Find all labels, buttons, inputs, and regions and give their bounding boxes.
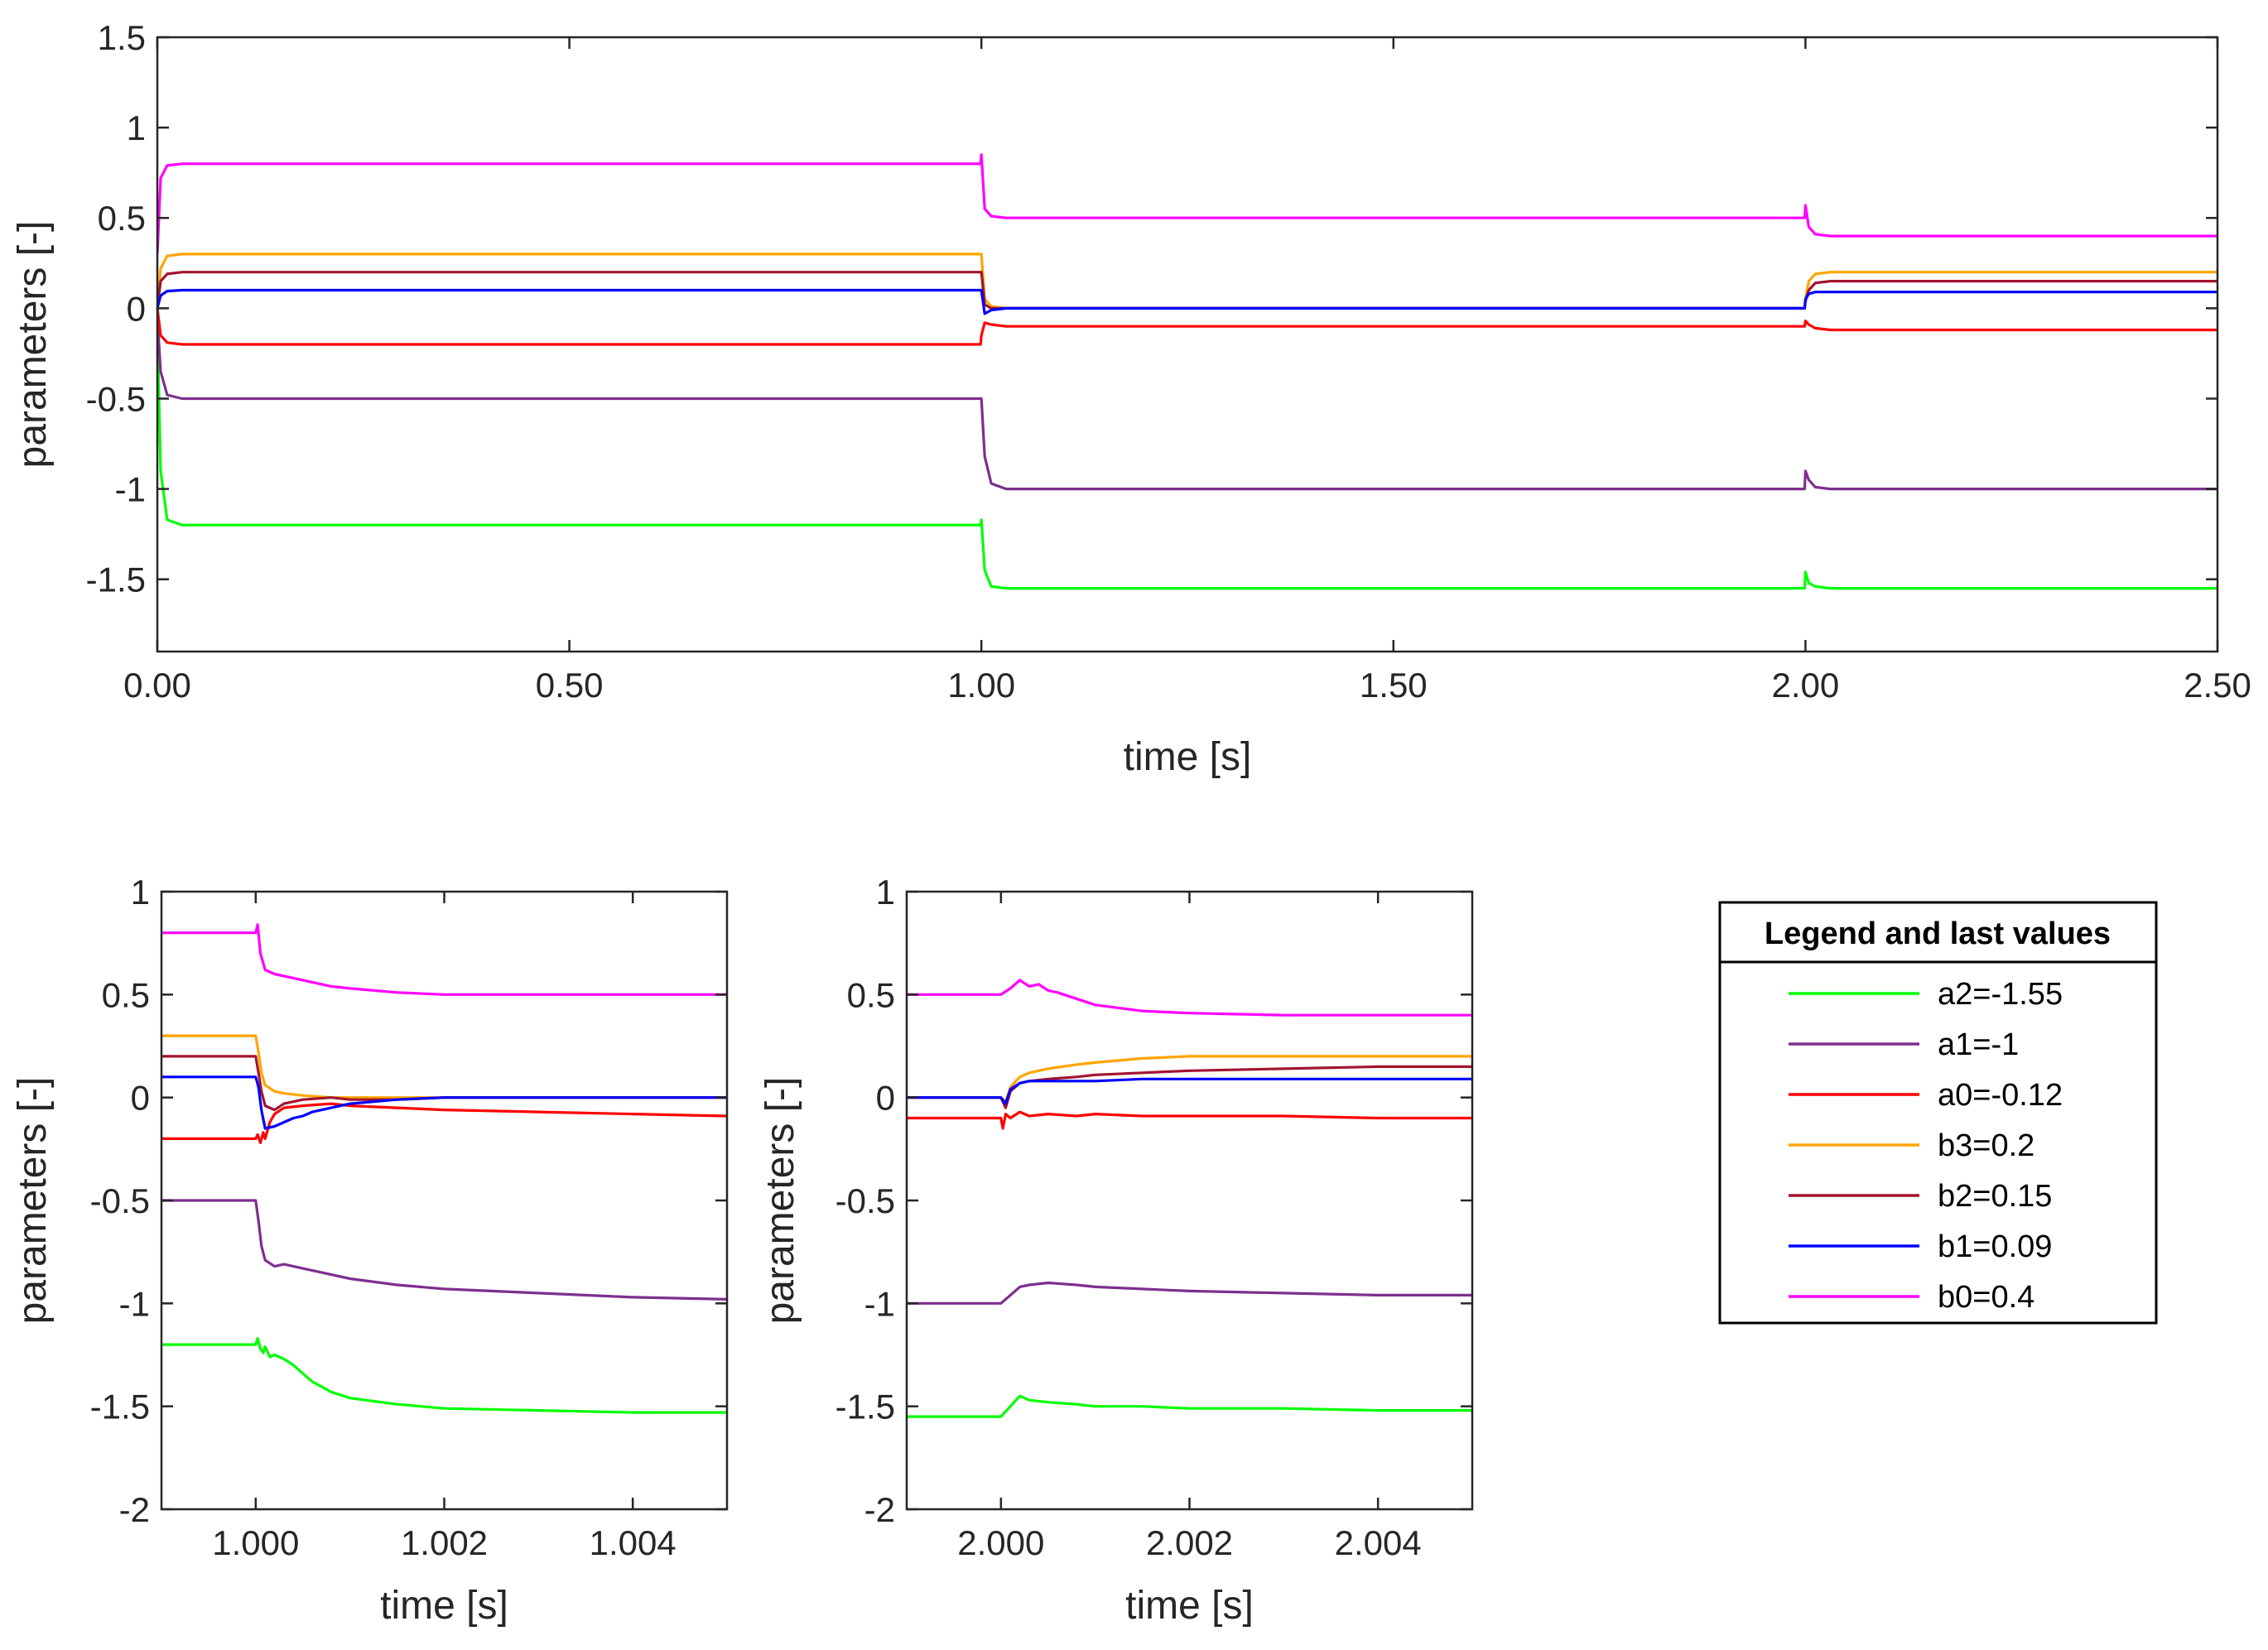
legend-entry-label-1: a1=-1 [1938,1027,2019,1062]
zoom1-xtick-label: 1.004 [590,1523,677,1562]
zoom2-series-group [907,979,1472,1418]
zoom2-series-b2 [907,1065,1472,1109]
legend-title: Legend and last values [1765,916,2111,951]
overview-xtick-label: 1.50 [1360,666,1428,705]
zoom1-xtick-label: 1.002 [401,1523,488,1562]
overview-xtick-label: 0.00 [123,666,191,705]
zoom1-ytick-label: -0.5 [90,1181,150,1220]
overview-series-b2 [157,271,2217,310]
zoom2-ytick-label: 0 [876,1079,895,1118]
legend-entry-label-2: a0=-0.12 [1938,1078,2063,1113]
zoom1-xtick-label: 1.000 [212,1523,299,1562]
overview-series-b1 [157,288,2217,315]
zoom1-ytick-label: 0.5 [102,975,150,1014]
zoom2-ytick-label: -0.5 [835,1181,895,1220]
overview-series-b0 [157,153,2217,254]
overview-series-b3 [157,253,2217,310]
zoom1-series-b0 [161,923,727,996]
zoom2-series-a1 [907,1281,1472,1305]
chart-zoom1: 1.000 1.002 1.004 -2 -1.5 -1 -0.5 0 0.5 1 time [s]… [11,873,729,1628]
legend: Legend and last values a2=-1.55 a1=-1 a0=-… [1718,901,2158,1325]
zoom2-ytick-label: -2 [864,1490,895,1529]
overview-series-a1 [157,317,2217,491]
overview-xlabel: time [s] [1124,735,1252,779]
zoom2-series-b0 [907,979,1472,1017]
overview-ylabel: parameters [-] [11,221,55,469]
overview-xtick-label: 0.50 [536,666,604,705]
zoom1-ytick-label: -2 [119,1490,150,1529]
zoom1-series-a2 [161,1336,727,1414]
overview-ytick-label: -1 [115,470,146,509]
zoom2-ytick-label: -1.5 [835,1388,895,1426]
overview-ytick-label: 0.5 [98,199,146,238]
zoom1-ytick-label: 1 [131,873,150,912]
zoom2-xtick-label: 2.002 [1146,1523,1233,1562]
zoom2-ytick-label: -1 [864,1284,895,1323]
overview-series-a2 [157,326,2217,590]
zoom2-ytick-label: 0.5 [847,975,895,1014]
legend-entry-label-5: b1=0.09 [1938,1229,2052,1264]
overview-ytick-label: -0.5 [86,379,146,418]
overview-ytick-label: 1.5 [98,18,146,57]
chart-zoom2: 2.000 2.002 2.004 -2 -1.5 -1 -0.5 0 0.5 1 time [s]… [758,873,1474,1628]
zoom2-series-b1 [907,1077,1472,1105]
legend-entry-label-4: b2=0.15 [1938,1179,2052,1214]
zoom1-series-group [161,923,727,1414]
zoom1-ylabel: parameters [-] [11,1077,55,1325]
overview-series-a0 [157,308,2217,346]
zoom2-xtick-label: 2.004 [1335,1523,1422,1562]
overview-ytick-label: 0 [127,289,146,328]
zoom2-ylabel: parameters [-] [758,1077,802,1325]
legend-entry-label-3: b3=0.2 [1938,1128,2034,1163]
zoom2-xtick-label: 2.000 [957,1523,1044,1562]
zoom1-ytick-label: -1 [119,1284,150,1323]
legend-box [1718,901,2158,1325]
zoom1-ytick-label: 0 [131,1079,150,1118]
legend-entries: a2=-1.55 a1=-1 a0=-0.12 b3=0.2 b2=0.15 b1=0.0… [1789,977,2063,1315]
chart-overview: 0.00 0.50 1.00 1.50 2.00 2.50 -1.5 -1 -0.5 0 0.5 1 1… [11,18,2251,779]
zoom1-ytick-label: -1.5 [90,1388,150,1426]
overview-ytick-label: 1 [127,108,146,147]
legend-entry-label-0: a2=-1.55 [1938,977,2063,1012]
legend-entry-label-6: b0=0.4 [1938,1280,2034,1315]
zoom2-series-a0 [907,1110,1472,1130]
zoom1-xlabel: time [s] [380,1584,508,1628]
overview-axes-box [156,36,2219,653]
zoom2-ytick-label: 1 [876,873,895,912]
zoom1-series-a1 [161,1199,727,1301]
overview-xtick-label: 2.50 [2184,666,2251,705]
overview-ytick-label: -1.5 [86,560,146,599]
overview-xtick-label: 1.00 [947,666,1015,705]
zoom1-series-b1 [161,1075,727,1130]
zoom1-series-a0 [161,1102,727,1145]
zoom2-series-a2 [907,1394,1472,1418]
overview-series-group [157,153,2217,590]
overview-xtick-label: 2.00 [1772,666,1840,705]
zoom2-xlabel: time [s] [1125,1584,1254,1628]
